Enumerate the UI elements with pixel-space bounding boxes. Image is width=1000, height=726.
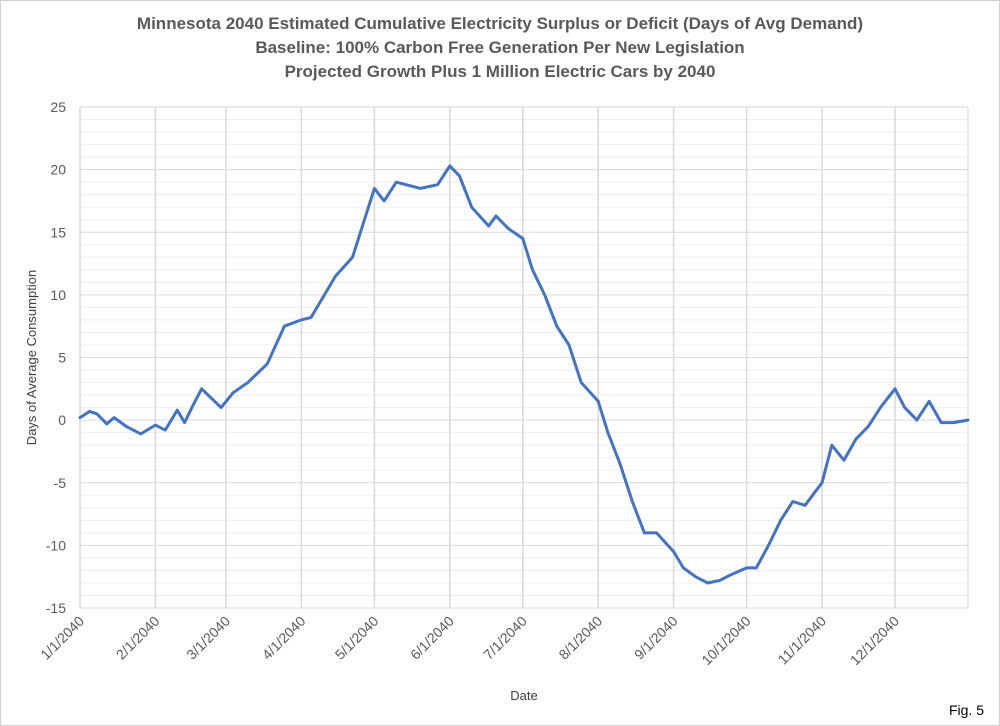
y-tick-label: 15: [50, 224, 66, 240]
x-tick-label: 6/1/2040: [407, 613, 457, 663]
y-tick-label: 25: [50, 99, 66, 115]
chart-title-line-1: Minnesota 2040 Estimated Cumulative Elec…: [136, 14, 864, 33]
x-axis-label: Date: [510, 688, 537, 703]
x-tick-label: 3/1/2040: [183, 613, 233, 663]
x-tick-label: 4/1/2040: [259, 613, 309, 663]
y-tick-label: 10: [50, 287, 66, 303]
chart-title-line-3: Projected Growth Plus 1 Million Electric…: [284, 62, 716, 81]
y-axis-label: Days of Average Consumption: [24, 270, 39, 445]
chart-title-line-2: Baseline: 100% Carbon Free Generation Pe…: [255, 38, 745, 57]
y-tick-label: -15: [46, 600, 66, 616]
y-tick-label: -10: [46, 537, 66, 553]
x-tick-label: 1/1/2040: [37, 613, 87, 663]
x-tick-label: 7/1/2040: [480, 613, 530, 663]
x-tick-label: 10/1/2040: [698, 613, 754, 669]
x-tick-label: 2/1/2040: [113, 613, 163, 663]
figure-label: Fig. 5: [948, 702, 984, 718]
y-tick-label: 0: [58, 412, 66, 428]
x-tick-label: 12/1/2040: [847, 613, 903, 669]
y-tick-label: 5: [58, 350, 66, 366]
y-tick-label: -5: [54, 475, 67, 491]
x-tick-label: 11/1/2040: [775, 613, 830, 668]
x-tick-label: 9/1/2040: [631, 613, 681, 663]
x-tick-label: 8/1/2040: [555, 613, 605, 663]
y-tick-label: 20: [50, 162, 66, 178]
x-tick-label: 5/1/2040: [332, 613, 382, 663]
data-line: [78, 164, 970, 585]
